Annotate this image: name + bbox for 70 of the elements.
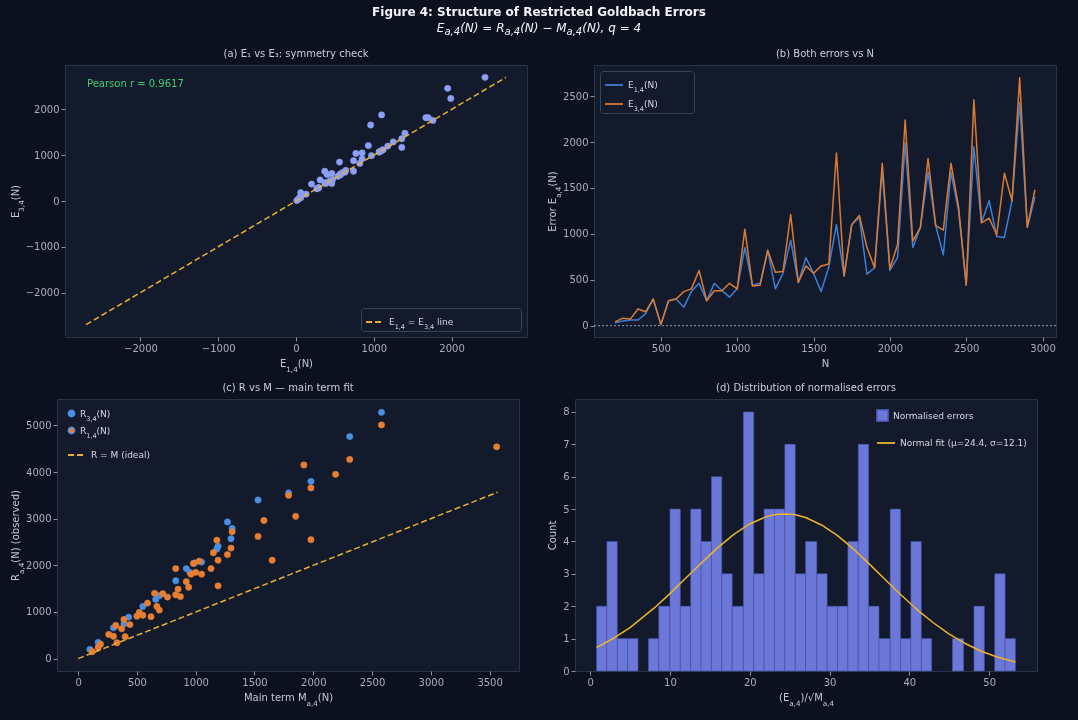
- x-tick-label: 2000: [439, 342, 465, 354]
- y-tick-label: 7: [563, 438, 570, 450]
- annotation: Pearson r = 0.9617: [87, 78, 184, 89]
- y-tick-label: 0: [45, 653, 52, 665]
- y-tick-label: 6: [563, 471, 570, 483]
- y-tick-label: 1500: [563, 182, 589, 194]
- chart-title: (d) Distribution of normalised errors: [716, 382, 896, 393]
- x-tick-label: 20: [743, 676, 757, 688]
- x-tick-label: 2000: [301, 676, 327, 688]
- chart-title: (c) R vs M — main term fit: [222, 382, 354, 393]
- text: E$_{a,4}$(N) = R$_{a,4}$(N) − M$_{a,4}$(N), q = 4: [435, 20, 643, 40]
- y-tick-label: 1000: [34, 149, 60, 161]
- legend-label: Normalised errors: [893, 410, 974, 421]
- y-tick-label: 1: [563, 633, 570, 645]
- x-tick-label: 500: [651, 342, 671, 354]
- y-tick-label: 2000: [26, 559, 52, 571]
- y-tick-label: 4: [563, 535, 570, 547]
- x-tick-label: 1500: [801, 342, 827, 354]
- legend-label: R$_{3,4}$(N): [80, 408, 111, 423]
- y-tick-label: 0: [53, 195, 60, 207]
- y-tick-label: 500: [569, 274, 589, 286]
- x-tick-label: 0: [293, 342, 300, 354]
- y-tick-label: 2000: [563, 136, 589, 148]
- x-tick-label: 0: [75, 676, 82, 688]
- y-tick-label: 2500: [563, 90, 589, 102]
- y-tick-label: 1000: [26, 606, 52, 618]
- x-tick-label: −2000: [124, 342, 158, 354]
- y-tick-label: 4000: [26, 466, 52, 478]
- x-tick-label: 40: [903, 676, 917, 688]
- y-tick-label: 5: [563, 503, 570, 515]
- y-tick-label: 1000: [563, 228, 589, 240]
- x-tick-label: 1000: [183, 676, 209, 688]
- x-axis-title: E$_{1,4}$(N): [279, 357, 314, 373]
- legend-label: E$_{3,4}$(N): [628, 99, 658, 113]
- x-tick-label: 3000: [1030, 342, 1056, 354]
- y-tick-label: 3: [563, 568, 570, 580]
- y-tick-label: 2: [563, 600, 570, 612]
- x-axis-title: N: [821, 357, 830, 369]
- x-tick-label: 2000: [877, 342, 904, 354]
- x-axis-title: (E$_{a,4}$)/√M$_{a,4}$: [778, 691, 835, 707]
- x-tick-label: 3000: [418, 676, 445, 688]
- y-tick-label: 8: [563, 406, 570, 418]
- y-tick-label: 3000: [26, 513, 52, 525]
- x-tick-label: 10: [664, 676, 677, 688]
- y-tick-label: 2000: [34, 103, 60, 115]
- y-tick-label: −2000: [25, 287, 60, 299]
- x-tick-label: 1000: [724, 342, 751, 354]
- legend-label: R$_{1,4}$(N): [80, 425, 111, 440]
- y-axis-title: Count: [547, 520, 559, 551]
- x-tick-label: 1500: [242, 676, 268, 688]
- legend-label: E$_{1,4}$ = E$_{3,4}$ line: [389, 317, 454, 331]
- x-axis-title: Main term M$_{a,4}$(N): [243, 691, 334, 707]
- chart-title: (a) E₁ vs E₃: symmetry check: [223, 48, 369, 59]
- legend-label: R = M (ideal): [91, 450, 150, 460]
- legend-label: E$_{1,4}$(N): [628, 80, 658, 94]
- x-tick-label: 50: [983, 676, 996, 688]
- y-tick-label: 0: [582, 320, 589, 332]
- x-tick-label: 30: [823, 676, 837, 688]
- x-tick-label: 2500: [954, 342, 980, 354]
- x-tick-label: 500: [127, 676, 147, 688]
- y-tick-label: −1000: [25, 241, 60, 253]
- x-tick-label: −1000: [201, 342, 236, 354]
- text: Figure 4: Structure of Restricted Goldbach Errors: [371, 5, 707, 20]
- x-tick-label: 3500: [477, 676, 503, 688]
- legend-label: Normal fit (μ=24.4, σ=12.1): [900, 438, 1027, 448]
- y-tick-label: 0: [563, 665, 570, 677]
- y-tick-label: 5000: [26, 419, 52, 431]
- x-tick-label: 2500: [359, 676, 386, 688]
- chart-title: (b) Both errors vs N: [775, 48, 875, 59]
- x-tick-label: 1000: [361, 342, 387, 354]
